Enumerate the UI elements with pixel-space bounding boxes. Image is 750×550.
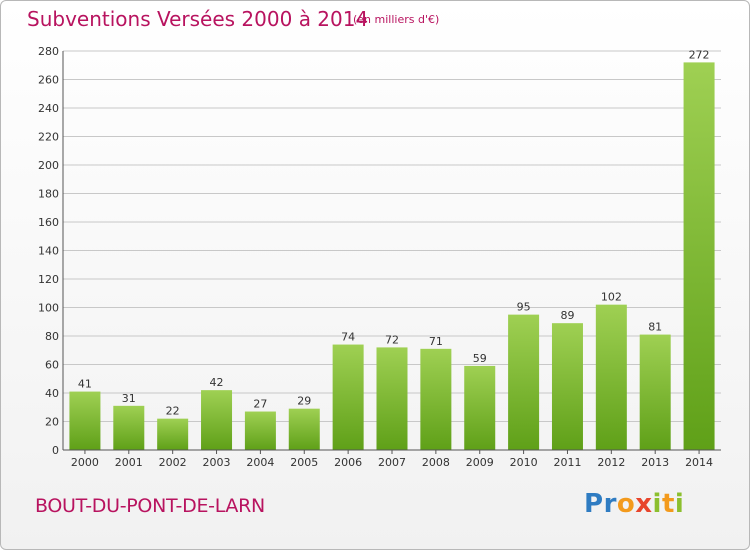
x-tick-label: 2001 — [115, 456, 143, 469]
y-tick-label: 280 — [38, 45, 59, 58]
bar — [376, 347, 408, 450]
x-tick-label: 2005 — [290, 456, 318, 469]
bar — [508, 314, 540, 450]
x-tick-label: 2003 — [203, 456, 231, 469]
bar — [157, 418, 189, 450]
x-tick-label: 2009 — [466, 456, 494, 469]
chart-title: Subventions Versées 2000 à 2014 — [27, 7, 369, 31]
x-tick-label: 2007 — [378, 456, 406, 469]
x-tick-label: 2014 — [685, 456, 713, 469]
data-label: 42 — [210, 376, 224, 389]
y-tick-label: 60 — [45, 359, 59, 372]
y-tick-label: 220 — [38, 131, 59, 144]
y-tick-label: 240 — [38, 102, 59, 115]
data-label: 27 — [253, 398, 267, 411]
x-tick-label: 2002 — [159, 456, 187, 469]
bar — [244, 411, 276, 450]
bar — [288, 408, 320, 450]
x-tick-label: 2000 — [71, 456, 99, 469]
data-label: 74 — [341, 331, 355, 344]
y-tick-label: 100 — [38, 302, 59, 315]
y-tick-label: 80 — [45, 330, 59, 343]
proxiti-logo[interactable]: Proxiti — [584, 489, 685, 519]
data-label: 31 — [122, 392, 136, 405]
data-label: 59 — [473, 352, 487, 365]
y-tick-label: 120 — [38, 273, 59, 286]
x-tick-label: 2011 — [553, 456, 581, 469]
city-name: BOUT-DU-PONT-DE-LARN — [35, 495, 265, 517]
x-tick-label: 2013 — [641, 456, 669, 469]
y-tick-label: 140 — [38, 245, 59, 258]
bar — [113, 405, 145, 450]
data-label: 102 — [601, 291, 622, 304]
bar — [551, 323, 583, 450]
data-label: 81 — [648, 321, 662, 334]
bar — [595, 304, 627, 450]
data-label: 272 — [689, 48, 710, 61]
data-label: 89 — [560, 309, 574, 322]
data-label: 72 — [385, 333, 399, 346]
y-tick-label: 0 — [52, 444, 59, 457]
bar — [639, 334, 671, 450]
x-tick-label: 2010 — [510, 456, 538, 469]
data-label: 29 — [297, 395, 311, 408]
bar — [69, 391, 101, 450]
data-label: 95 — [517, 301, 531, 314]
data-label: 71 — [429, 335, 443, 348]
bar — [420, 348, 452, 450]
x-tick-label: 2008 — [422, 456, 450, 469]
y-tick-label: 20 — [45, 416, 59, 429]
y-tick-label: 180 — [38, 188, 59, 201]
data-label: 22 — [166, 405, 180, 418]
bar — [683, 62, 715, 451]
y-tick-label: 200 — [38, 159, 59, 172]
y-tick-label: 160 — [38, 216, 59, 229]
data-label: 41 — [78, 378, 92, 391]
x-tick-label: 2004 — [246, 456, 274, 469]
y-tick-label: 40 — [45, 387, 59, 400]
y-tick-label: 260 — [38, 74, 59, 87]
chart-subtitle: (en milliers d'€) — [353, 13, 440, 26]
bar — [201, 390, 233, 450]
x-tick-label: 2012 — [597, 456, 625, 469]
bar — [464, 365, 496, 450]
bar — [332, 344, 364, 450]
x-tick-label: 2006 — [334, 456, 362, 469]
